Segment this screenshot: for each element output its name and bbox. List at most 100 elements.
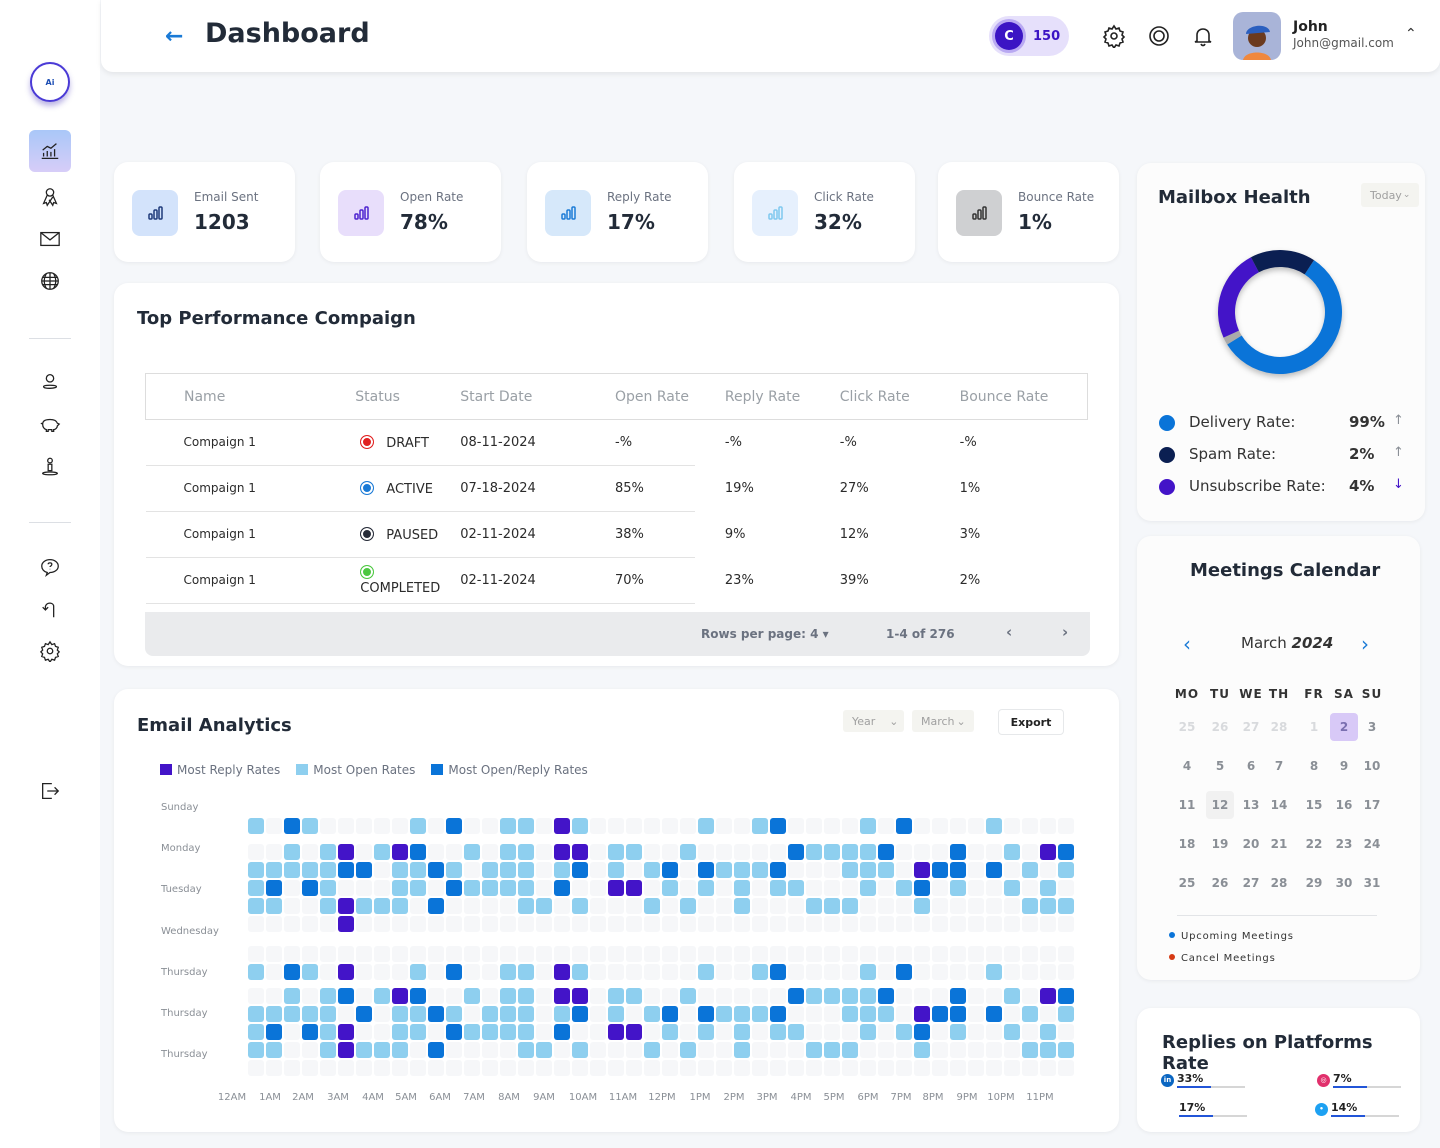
heatmap-cell[interactable] (824, 988, 840, 1004)
calendar-day[interactable]: 18 (1178, 837, 1196, 851)
heatmap-cell[interactable] (824, 844, 840, 860)
heatmap-cell[interactable] (518, 946, 534, 962)
heatmap-cell[interactable] (554, 1042, 570, 1058)
heatmap-cell[interactable] (824, 818, 840, 834)
heatmap-cell[interactable] (590, 818, 606, 834)
heatmap-cell[interactable] (878, 946, 894, 962)
heatmap-cell[interactable] (590, 916, 606, 932)
calendar-day[interactable]: 5 (1215, 759, 1225, 773)
heatmap-cell[interactable] (626, 988, 642, 1004)
sidebar-item-billing[interactable] (29, 404, 71, 446)
heatmap-cell[interactable] (518, 898, 534, 914)
heatmap-cell[interactable] (482, 964, 498, 980)
heatmap-cell[interactable] (266, 898, 282, 914)
heatmap-cell[interactable] (662, 964, 678, 980)
heatmap-cell[interactable] (1022, 988, 1038, 1004)
heatmap-cell[interactable] (968, 916, 984, 932)
heatmap-cell[interactable] (1004, 1060, 1020, 1076)
heatmap-cell[interactable] (356, 1060, 372, 1076)
heatmap-cell[interactable] (374, 1042, 390, 1058)
heatmap-cell[interactable] (644, 946, 660, 962)
heatmap-cell[interactable] (572, 1006, 588, 1022)
heatmap-cell[interactable] (896, 964, 912, 980)
heatmap-cell[interactable] (266, 880, 282, 896)
heatmap-cell[interactable] (482, 916, 498, 932)
heatmap-cell[interactable] (554, 988, 570, 1004)
heatmap-cell[interactable] (752, 1006, 768, 1022)
calendar-day[interactable]: 9 (1339, 759, 1349, 773)
heatmap-cell[interactable] (752, 1024, 768, 1040)
heatmap-cell[interactable] (698, 988, 714, 1004)
heatmap-cell[interactable] (464, 946, 480, 962)
calendar-day[interactable]: 28 (1270, 720, 1288, 734)
heatmap-cell[interactable] (356, 880, 372, 896)
heatmap-cell[interactable] (410, 1006, 426, 1022)
heatmap-cell[interactable] (392, 1024, 408, 1040)
heatmap-cell[interactable] (338, 988, 354, 1004)
heatmap-cell[interactable] (914, 1024, 930, 1040)
heatmap-cell[interactable] (374, 988, 390, 1004)
heatmap-cell[interactable] (824, 1060, 840, 1076)
heatmap-cell[interactable] (428, 988, 444, 1004)
heatmap-cell[interactable] (626, 1024, 642, 1040)
heatmap-cell[interactable] (716, 1042, 732, 1058)
heatmap-cell[interactable] (356, 844, 372, 860)
heatmap-cell[interactable] (824, 862, 840, 878)
heatmap-cell[interactable] (680, 946, 696, 962)
column-header[interactable]: Status (325, 373, 456, 420)
heatmap-cell[interactable] (356, 964, 372, 980)
heatmap-cell[interactable] (770, 862, 786, 878)
heatmap-cell[interactable] (680, 1060, 696, 1076)
back-arrow-icon[interactable]: ← (165, 24, 184, 49)
heatmap-cell[interactable] (1022, 1042, 1038, 1058)
heatmap-cell[interactable] (770, 916, 786, 932)
heatmap-cell[interactable] (338, 862, 354, 878)
heatmap-cell[interactable] (842, 1060, 858, 1076)
heatmap-cell[interactable] (338, 916, 354, 932)
heatmap-cell[interactable] (266, 988, 282, 1004)
heatmap-cell[interactable] (284, 1006, 300, 1022)
column-header[interactable]: Click Rate (809, 373, 930, 420)
heatmap-cell[interactable] (680, 916, 696, 932)
heatmap-cell[interactable] (284, 916, 300, 932)
calendar-day[interactable]: 14 (1270, 798, 1288, 812)
sidebar-item-campaigns[interactable] (29, 176, 71, 218)
heatmap-cell[interactable] (518, 818, 534, 834)
heatmap-cell[interactable] (932, 862, 948, 878)
heatmap-cell[interactable] (1022, 946, 1038, 962)
heatmap-cell[interactable] (590, 964, 606, 980)
heatmap-cell[interactable] (248, 898, 264, 914)
heatmap-cell[interactable] (680, 1042, 696, 1058)
heatmap-cell[interactable] (986, 916, 1002, 932)
heatmap-cell[interactable] (932, 1006, 948, 1022)
settings-button[interactable] (1102, 24, 1126, 50)
heatmap-cell[interactable] (824, 916, 840, 932)
heatmap-cell[interactable] (752, 988, 768, 1004)
heatmap-cell[interactable] (338, 1060, 354, 1076)
heatmap-cell[interactable] (410, 1042, 426, 1058)
heatmap-cell[interactable] (392, 1042, 408, 1058)
heatmap-cell[interactable] (410, 844, 426, 860)
heatmap-cell[interactable] (788, 880, 804, 896)
rows-per-page-select[interactable]: Rows per page: 4 ▾ (701, 627, 829, 641)
heatmap-cell[interactable] (734, 880, 750, 896)
heatmap-cell[interactable] (680, 1024, 696, 1040)
heatmap-cell[interactable] (392, 916, 408, 932)
heatmap-cell[interactable] (248, 880, 264, 896)
heatmap-cell[interactable] (410, 946, 426, 962)
heatmap-cell[interactable] (428, 964, 444, 980)
heatmap-cell[interactable] (284, 818, 300, 834)
year-select[interactable]: Year ⌄ (843, 710, 904, 732)
heatmap-cell[interactable] (356, 818, 372, 834)
heatmap-cell[interactable] (986, 1024, 1002, 1040)
calendar-day[interactable]: 27 (1242, 720, 1260, 734)
heatmap-cell[interactable] (320, 880, 336, 896)
heatmap-cell[interactable] (662, 844, 678, 860)
heatmap-cell[interactable] (1040, 916, 1056, 932)
avatar[interactable] (1233, 12, 1281, 60)
heatmap-cell[interactable] (500, 946, 516, 962)
heatmap-cell[interactable] (374, 1006, 390, 1022)
heatmap-cell[interactable] (302, 946, 318, 962)
heatmap-cell[interactable] (464, 1024, 480, 1040)
heatmap-cell[interactable] (842, 898, 858, 914)
